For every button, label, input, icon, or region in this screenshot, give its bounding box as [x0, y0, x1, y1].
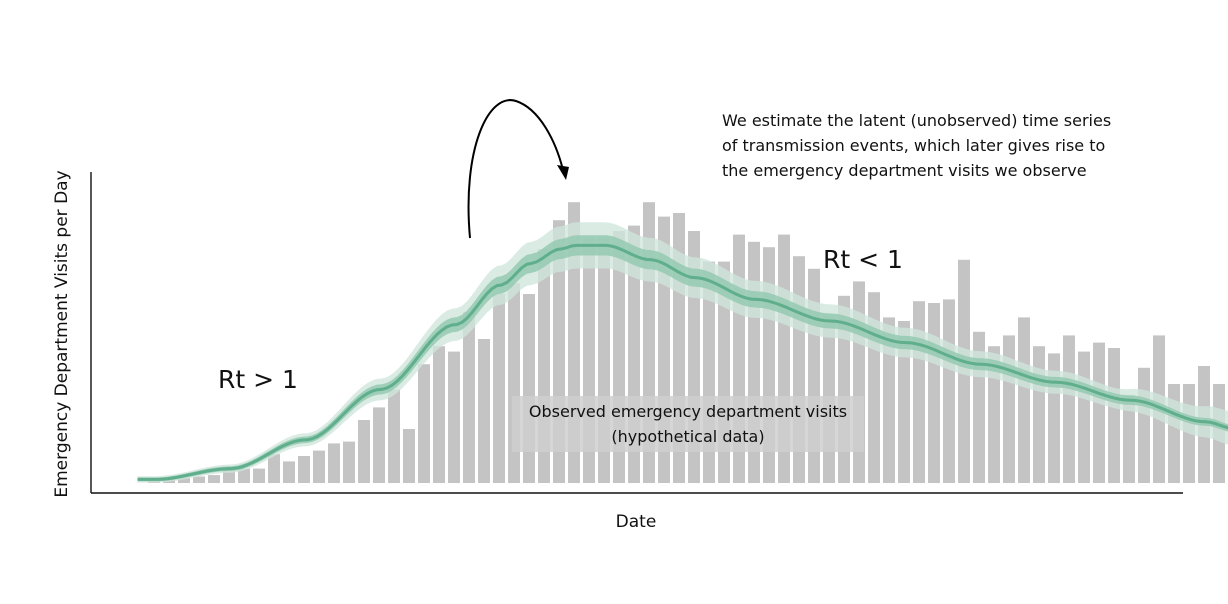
bar	[328, 443, 340, 483]
bar	[253, 468, 265, 483]
median-estimate-line	[137, 243, 1228, 481]
bar	[283, 461, 295, 483]
delay-arrow	[467, 99, 569, 239]
bar	[898, 321, 910, 483]
bar	[313, 450, 325, 483]
bar	[1018, 317, 1030, 483]
bar	[988, 346, 1000, 483]
annotation-latent-line-3: the emergency department visits we obser…	[722, 161, 1087, 180]
bar	[1108, 348, 1120, 483]
bar	[883, 317, 895, 483]
bar	[493, 294, 505, 483]
bar	[268, 454, 280, 483]
estimate-bands	[137, 222, 1228, 483]
bar	[298, 456, 310, 483]
bar	[208, 475, 220, 483]
observed-label-box	[512, 396, 864, 452]
bar	[433, 346, 445, 483]
bar	[928, 303, 940, 483]
bar	[358, 420, 370, 483]
bar	[223, 470, 235, 483]
annotation-rt-gt-1: Rt > 1	[218, 365, 298, 394]
annotation-rt-lt-1: Rt < 1	[823, 245, 903, 274]
bar	[523, 294, 535, 483]
bar	[913, 301, 925, 483]
bar	[1138, 367, 1150, 483]
y-axis-label: Emergency Department Visits per Day	[52, 170, 72, 497]
annotation-latent-line-2: of transmission events, which later give…	[722, 136, 1105, 155]
bar	[238, 468, 250, 483]
bar	[1033, 346, 1045, 483]
bar	[178, 477, 190, 483]
bar	[448, 351, 460, 483]
annotation-latent-line-1: We estimate the latent (unobserved) time…	[722, 111, 1111, 130]
bar	[388, 389, 400, 483]
bar	[1063, 335, 1075, 483]
bar	[343, 441, 355, 483]
bar	[463, 312, 475, 483]
bar	[1078, 351, 1090, 483]
bar	[478, 339, 490, 483]
annotation-observed-line-2: (hypothetical data)	[611, 427, 764, 446]
bar	[943, 299, 955, 483]
annotation-observed-line-1: Observed emergency department visits	[529, 402, 847, 421]
bar	[403, 429, 415, 483]
bar	[1093, 342, 1105, 483]
bar	[1123, 394, 1135, 483]
x-axis-label: Date	[616, 512, 657, 532]
bar	[373, 407, 385, 483]
bar	[508, 283, 520, 483]
bar	[193, 476, 205, 483]
bar	[418, 364, 430, 483]
